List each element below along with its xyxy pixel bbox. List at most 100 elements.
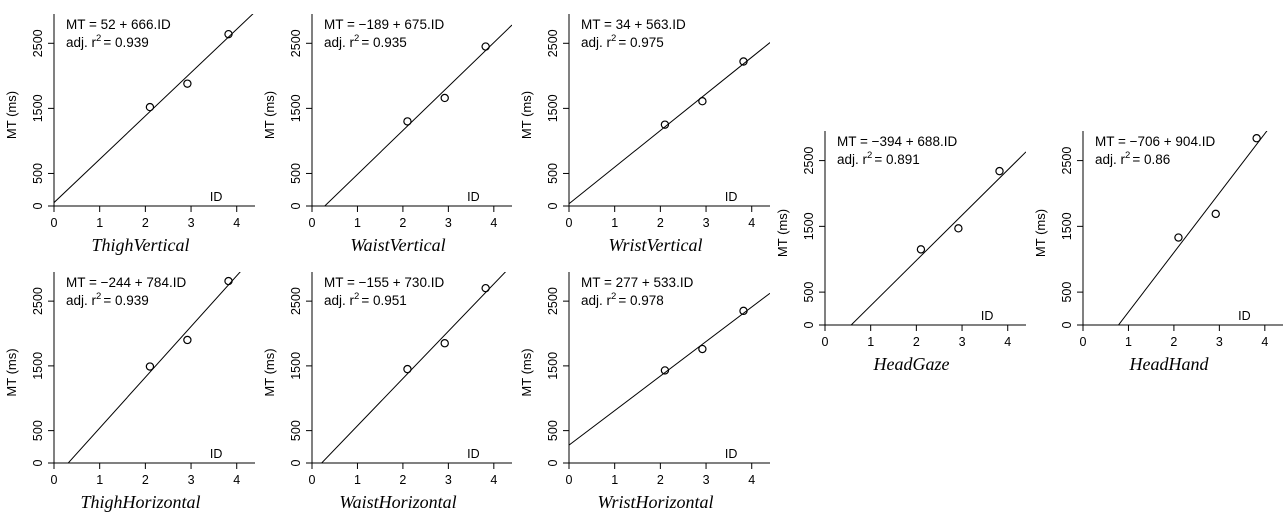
x-tick-label: 1	[611, 473, 618, 487]
regression-equation: MT = 52 + 666.ID	[66, 17, 171, 32]
data-point	[660, 366, 670, 375]
y-tick-label: 500	[1060, 282, 1074, 303]
data-point	[224, 276, 233, 286]
r2-label: adj. r	[581, 293, 612, 308]
r2-superscript: 2	[611, 291, 616, 302]
r2-label: adj. r	[1095, 152, 1126, 167]
x-tick-label: 1	[867, 335, 874, 349]
data-point	[698, 97, 707, 106]
x-tick-label: 1	[354, 216, 361, 230]
r2-superscript: 2	[96, 33, 101, 44]
y-tick-label: 500	[289, 420, 303, 441]
y-axis-label: MT (ms)	[519, 91, 534, 139]
x-tick-label: 1	[1125, 335, 1132, 349]
y-axis-label: MT (ms)	[4, 91, 19, 139]
data-point	[403, 364, 412, 374]
x-axis-label: ID	[1238, 309, 1251, 323]
y-tick-label: 2500	[546, 29, 560, 57]
y-tick-label: 500	[31, 420, 45, 441]
y-tick-label: 1500	[31, 94, 45, 122]
y-axis-label: MT (ms)	[1033, 209, 1048, 257]
r2-superscript: 2	[354, 33, 359, 44]
data-point	[660, 120, 670, 129]
r2-label: adj. r	[837, 152, 868, 167]
data-point	[916, 245, 926, 254]
chart-panel-headhand: 0 1 2 3 4 0 500 1500 2500 MT (ms) ID MT = −706 + 90…	[1033, 131, 1283, 374]
x-tick-label: 0	[51, 473, 58, 487]
adj-r-squared: adj. r2 = 0.935	[324, 33, 407, 50]
regression-equation: MT = −706 + 904.ID	[1095, 134, 1215, 149]
y-axis-label: MT (ms)	[519, 348, 534, 396]
y-tick-label: 0	[546, 459, 560, 466]
chart-panel-waisthorizontal: 0 1 2 3 4 0 500 1500 2500 MT (ms) ID MT = −155 + 73…	[262, 272, 512, 512]
r2-value: = 0.939	[103, 293, 148, 308]
x-axis-label: ID	[467, 190, 480, 204]
x-tick-label: 4	[233, 216, 240, 230]
x-axis-label: ID	[467, 447, 480, 461]
data-point	[403, 117, 412, 126]
x-tick-label: 2	[142, 216, 149, 230]
y-tick-label: 500	[546, 420, 560, 441]
r2-value: = 0.935	[361, 35, 406, 50]
r2-superscript: 2	[611, 33, 616, 44]
r2-value: = 0.975	[618, 35, 663, 50]
y-tick-label: 2500	[546, 287, 560, 315]
y-tick-label: 0	[289, 202, 303, 209]
data-point	[739, 306, 748, 316]
regression-line	[569, 42, 770, 205]
x-axis-label: ID	[725, 190, 738, 204]
data-point	[481, 283, 490, 293]
r2-label: adj. r	[66, 35, 97, 50]
y-tick-label: 2500	[1060, 147, 1074, 175]
chart-panel-waistvertical: 0 1 2 3 4 0 500 1500 2500 MT (ms) ID MT = −189 + 67…	[262, 14, 512, 255]
data-point	[481, 42, 490, 51]
y-tick-label: 0	[546, 202, 560, 209]
x-tick-label: 2	[913, 335, 920, 349]
y-tick-label: 2500	[31, 29, 45, 57]
y-tick-label: 1500	[546, 352, 560, 380]
x-tick-label: 3	[188, 473, 195, 487]
y-tick-label: 2500	[802, 147, 816, 175]
data-point	[1252, 134, 1261, 143]
x-tick-label: 2	[657, 473, 664, 487]
panel-title: HeadHand	[1129, 354, 1210, 374]
x-tick-label: 2	[399, 216, 406, 230]
x-tick-label: 4	[1004, 335, 1011, 349]
panel-title: WristHorizontal	[597, 492, 713, 512]
x-axis-label: ID	[210, 447, 223, 461]
data-point	[1174, 233, 1183, 242]
x-tick-label: 3	[1216, 335, 1223, 349]
data-point	[698, 344, 707, 354]
y-tick-label: 0	[802, 321, 816, 328]
x-tick-label: 3	[445, 216, 452, 230]
r2-value: = 0.86	[1132, 152, 1170, 167]
panel-title: ThighHorizontal	[80, 492, 200, 512]
x-tick-label: 0	[566, 473, 573, 487]
chart-panel-thighvertical: 0 1 2 3 4 0 500 1500 2500 MT (ms) ID MT = 52 + 666.…	[4, 14, 255, 255]
r2-label: adj. r	[324, 293, 355, 308]
y-tick-label: 1500	[546, 94, 560, 122]
y-tick-label: 1500	[289, 94, 303, 122]
x-tick-label: 4	[233, 473, 240, 487]
x-tick-label: 3	[703, 473, 710, 487]
regression-equation: MT = 34 + 563.ID	[581, 17, 686, 32]
x-tick-label: 4	[1261, 335, 1268, 349]
panel-title: WaistHorizontal	[339, 492, 456, 512]
x-tick-label: 0	[822, 335, 829, 349]
y-tick-label: 2500	[289, 287, 303, 315]
r2-superscript: 2	[354, 291, 359, 302]
regression-equation: MT = 277 + 533.ID	[581, 275, 694, 290]
regression-equation: MT = −155 + 730.ID	[324, 275, 444, 290]
y-tick-label: 0	[1060, 321, 1074, 328]
regression-equation: MT = −189 + 675.ID	[324, 17, 444, 32]
regression-equation: MT = −244 + 784.ID	[66, 275, 186, 290]
data-point	[145, 102, 155, 112]
x-tick-label: 0	[566, 216, 573, 230]
r2-value: = 0.891	[874, 152, 919, 167]
x-tick-label: 4	[490, 216, 497, 230]
x-tick-label: 4	[490, 473, 497, 487]
data-point	[183, 335, 192, 345]
x-axis-label: ID	[210, 190, 223, 204]
r2-superscript: 2	[1125, 150, 1130, 161]
